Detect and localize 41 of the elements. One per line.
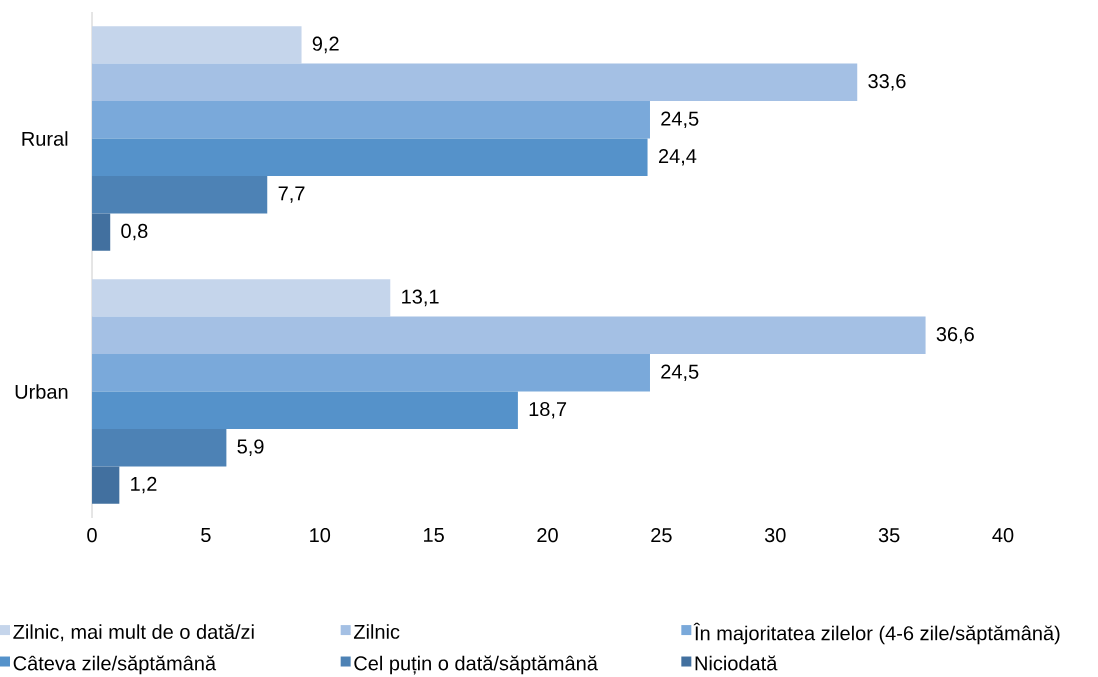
legend-label: În majoritatea zilelor (4-6 zile/săptămână) [693, 622, 1060, 645]
data-label: 24,5 [661, 111, 699, 129]
data-label: 24,5 [661, 364, 699, 382]
y-tick-label: Urban [15, 384, 68, 399]
data-label: 7,7 [278, 186, 305, 203]
data-label: 5,9 [237, 439, 264, 456]
bar [92, 391, 518, 429]
bar [92, 316, 926, 355]
bar [92, 175, 268, 214]
data-label: 0,8 [121, 223, 148, 241]
data-label: 9,2 [312, 36, 339, 54]
legend-label: Câteva zile/săptămână [13, 655, 217, 675]
x-tick-label: 25 [651, 528, 672, 543]
bar [92, 63, 858, 102]
x-tick-label: 15 [424, 528, 444, 542]
legend-label: Zilnic [353, 624, 400, 639]
legend-label: Cel puțin o dată/săptămână [354, 655, 598, 675]
x-tick-label: 0 [87, 528, 97, 543]
x-tick-label: 35 [878, 528, 900, 543]
x-tick-label: 10 [310, 528, 331, 543]
bar [92, 466, 120, 504]
legend-label: Zilnic, mai mult de o dată/zi [13, 624, 254, 642]
bar [92, 101, 650, 139]
legend-label: Niciodată [695, 655, 778, 671]
bar [92, 26, 302, 64]
bar [92, 428, 227, 467]
data-label: 33,6 [868, 74, 906, 91]
x-tick-label: 20 [537, 528, 558, 543]
bar [92, 138, 648, 176]
bar [92, 279, 391, 317]
y-tick-label: Rural [22, 131, 68, 146]
x-tick-label: 5 [201, 528, 211, 542]
data-label: 36,6 [936, 327, 974, 344]
data-label: 18,7 [529, 401, 567, 419]
data-label: 24,4 [658, 148, 697, 166]
data-label: 13,1 [402, 289, 439, 307]
bar [92, 213, 111, 251]
data-label: 1,2 [131, 476, 157, 494]
x-tick-label: 30 [764, 528, 786, 543]
x-tick-label: 40 [992, 528, 1014, 543]
bar [92, 354, 650, 392]
